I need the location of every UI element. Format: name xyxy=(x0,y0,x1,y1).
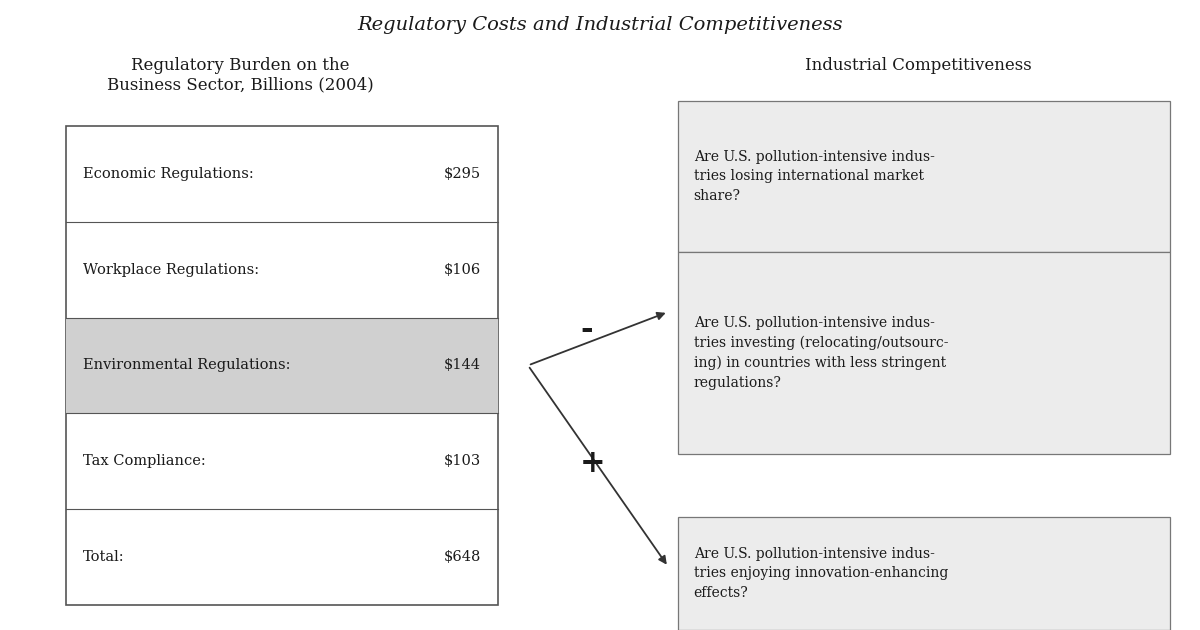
Text: Tax Compliance:: Tax Compliance: xyxy=(83,454,205,468)
Text: Are U.S. pollution-intensive indus-
tries investing (relocating/outsourc-
ing) i: Are U.S. pollution-intensive indus- trie… xyxy=(694,316,948,389)
Bar xyxy=(678,517,1170,630)
Text: Are U.S. pollution-intensive indus-
tries enjoying innovation-enhancing
effects?: Are U.S. pollution-intensive indus- trie… xyxy=(694,547,948,600)
Text: -: - xyxy=(580,314,593,345)
Text: $106: $106 xyxy=(444,263,481,277)
Text: +: + xyxy=(580,447,605,479)
Text: $648: $648 xyxy=(444,550,481,564)
Text: Workplace Regulations:: Workplace Regulations: xyxy=(83,263,259,277)
Text: Industrial Competitiveness: Industrial Competitiveness xyxy=(805,57,1031,74)
Text: $295: $295 xyxy=(444,167,481,181)
Bar xyxy=(66,126,498,605)
Bar xyxy=(66,318,498,413)
Bar xyxy=(678,252,1170,454)
Text: Regulatory Costs and Industrial Competitiveness: Regulatory Costs and Industrial Competit… xyxy=(358,16,842,34)
Text: Environmental Regulations:: Environmental Regulations: xyxy=(83,358,290,372)
Text: Economic Regulations:: Economic Regulations: xyxy=(83,167,253,181)
Text: Total:: Total: xyxy=(83,550,125,564)
Text: Regulatory Burden on the
Business Sector, Billions (2004): Regulatory Burden on the Business Sector… xyxy=(107,57,373,93)
Text: $103: $103 xyxy=(444,454,481,468)
Text: $144: $144 xyxy=(444,358,481,372)
Bar xyxy=(678,101,1170,252)
Text: Are U.S. pollution-intensive indus-
tries losing international market
share?: Are U.S. pollution-intensive indus- trie… xyxy=(694,150,935,203)
